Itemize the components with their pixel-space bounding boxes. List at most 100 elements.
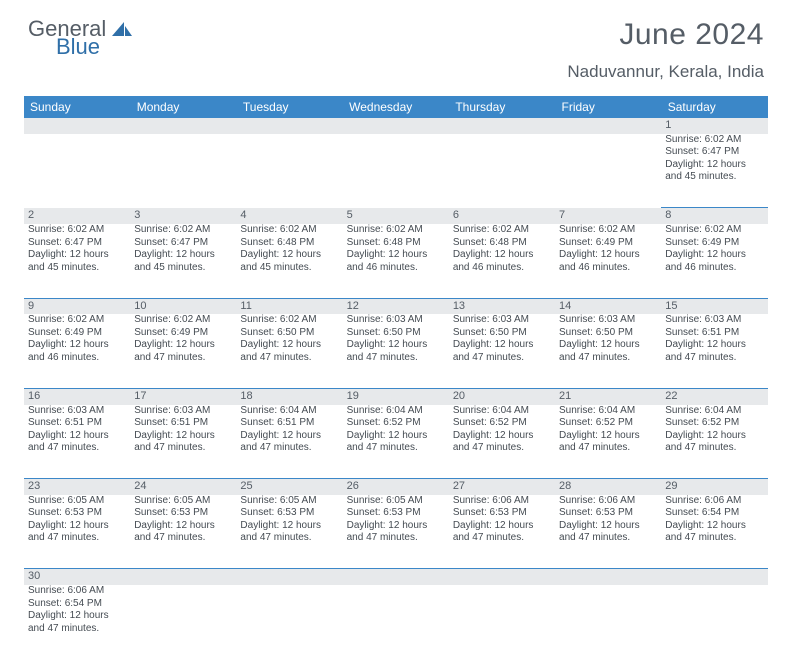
day-cell: Sunrise: 6:03 AMSunset: 6:50 PMDaylight:… — [555, 314, 661, 388]
daynum-row: 2345678 — [24, 208, 768, 224]
day-cell — [555, 585, 661, 659]
sunrise-text: Sunrise: 6:02 AM — [665, 224, 763, 237]
weekday-header: Sunday — [24, 96, 130, 118]
daylight-text: Daylight: 12 hours and 45 minutes. — [665, 159, 763, 184]
day-number — [236, 569, 342, 585]
day-cell — [236, 585, 342, 659]
daylight-text: Daylight: 12 hours and 47 minutes. — [28, 430, 126, 455]
sunrise-text: Sunrise: 6:03 AM — [559, 314, 657, 327]
sunset-text: Sunset: 6:47 PM — [665, 146, 763, 159]
day-number — [130, 118, 236, 134]
day-number: 2 — [24, 208, 130, 224]
daylight-text: Daylight: 12 hours and 46 minutes. — [665, 249, 763, 274]
sunset-text: Sunset: 6:54 PM — [28, 598, 126, 611]
sunset-text: Sunset: 6:49 PM — [134, 327, 232, 340]
week-row: Sunrise: 6:02 AMSunset: 6:49 PMDaylight:… — [24, 314, 768, 388]
daylight-text: Daylight: 12 hours and 45 minutes. — [240, 249, 338, 274]
sunset-text: Sunset: 6:52 PM — [347, 417, 445, 430]
daylight-text: Daylight: 12 hours and 47 minutes. — [559, 520, 657, 545]
daylight-text: Daylight: 12 hours and 47 minutes. — [240, 520, 338, 545]
day-number — [449, 118, 555, 134]
day-cell — [449, 134, 555, 208]
title-block: June 2024 Naduvannur, Kerala, India — [567, 18, 764, 82]
weekday-header: Wednesday — [343, 96, 449, 118]
day-number: 16 — [24, 388, 130, 404]
week-row: Sunrise: 6:05 AMSunset: 6:53 PMDaylight:… — [24, 495, 768, 569]
day-cell — [343, 134, 449, 208]
sunrise-text: Sunrise: 6:05 AM — [134, 495, 232, 508]
day-number: 7 — [555, 208, 661, 224]
day-cell: Sunrise: 6:02 AMSunset: 6:48 PMDaylight:… — [449, 224, 555, 298]
day-number: 10 — [130, 298, 236, 314]
day-cell: Sunrise: 6:04 AMSunset: 6:52 PMDaylight:… — [449, 405, 555, 479]
sunset-text: Sunset: 6:48 PM — [453, 237, 551, 250]
daylight-text: Daylight: 12 hours and 46 minutes. — [347, 249, 445, 274]
day-number: 3 — [130, 208, 236, 224]
day-number: 21 — [555, 388, 661, 404]
day-number: 12 — [343, 298, 449, 314]
sunset-text: Sunset: 6:52 PM — [559, 417, 657, 430]
sunrise-text: Sunrise: 6:02 AM — [134, 224, 232, 237]
daylight-text: Daylight: 12 hours and 47 minutes. — [28, 520, 126, 545]
sunset-text: Sunset: 6:50 PM — [347, 327, 445, 340]
weekday-header: Tuesday — [236, 96, 342, 118]
day-cell — [236, 134, 342, 208]
daylight-text: Daylight: 12 hours and 47 minutes. — [347, 520, 445, 545]
logo: General Blue — [28, 18, 134, 58]
sunset-text: Sunset: 6:51 PM — [665, 327, 763, 340]
daylight-text: Daylight: 12 hours and 47 minutes. — [134, 520, 232, 545]
daylight-text: Daylight: 12 hours and 47 minutes. — [240, 339, 338, 364]
daylight-text: Daylight: 12 hours and 47 minutes. — [453, 339, 551, 364]
sunrise-text: Sunrise: 6:05 AM — [347, 495, 445, 508]
day-number — [24, 118, 130, 134]
day-cell — [130, 134, 236, 208]
daylight-text: Daylight: 12 hours and 47 minutes. — [347, 339, 445, 364]
sunrise-text: Sunrise: 6:02 AM — [134, 314, 232, 327]
sunset-text: Sunset: 6:54 PM — [665, 507, 763, 520]
day-cell: Sunrise: 6:03 AMSunset: 6:50 PMDaylight:… — [343, 314, 449, 388]
daylight-text: Daylight: 12 hours and 47 minutes. — [28, 610, 126, 635]
sunrise-text: Sunrise: 6:03 AM — [453, 314, 551, 327]
daynum-row: 1 — [24, 118, 768, 134]
day-cell — [661, 585, 767, 659]
day-cell: Sunrise: 6:03 AMSunset: 6:50 PMDaylight:… — [449, 314, 555, 388]
day-number — [661, 569, 767, 585]
daylight-text: Daylight: 12 hours and 47 minutes. — [665, 430, 763, 455]
daylight-text: Daylight: 12 hours and 47 minutes. — [665, 339, 763, 364]
sunrise-text: Sunrise: 6:02 AM — [240, 224, 338, 237]
day-number: 1 — [661, 118, 767, 134]
daylight-text: Daylight: 12 hours and 47 minutes. — [453, 520, 551, 545]
calendar-table: Sunday Monday Tuesday Wednesday Thursday… — [24, 96, 768, 659]
day-number: 27 — [449, 479, 555, 495]
daylight-text: Daylight: 12 hours and 46 minutes. — [559, 249, 657, 274]
day-cell: Sunrise: 6:06 AMSunset: 6:53 PMDaylight:… — [555, 495, 661, 569]
day-number: 6 — [449, 208, 555, 224]
day-cell: Sunrise: 6:03 AMSunset: 6:51 PMDaylight:… — [24, 405, 130, 479]
daylight-text: Daylight: 12 hours and 47 minutes. — [559, 339, 657, 364]
weekday-header: Saturday — [661, 96, 767, 118]
day-cell: Sunrise: 6:04 AMSunset: 6:52 PMDaylight:… — [343, 405, 449, 479]
sunrise-text: Sunrise: 6:02 AM — [559, 224, 657, 237]
sunrise-text: Sunrise: 6:05 AM — [28, 495, 126, 508]
sunrise-text: Sunrise: 6:03 AM — [665, 314, 763, 327]
day-number — [130, 569, 236, 585]
sunset-text: Sunset: 6:53 PM — [28, 507, 126, 520]
sunrise-text: Sunrise: 6:02 AM — [240, 314, 338, 327]
sunrise-text: Sunrise: 6:02 AM — [665, 134, 763, 147]
weekday-header-row: Sunday Monday Tuesday Wednesday Thursday… — [24, 96, 768, 118]
weekday-header: Thursday — [449, 96, 555, 118]
day-cell: Sunrise: 6:04 AMSunset: 6:51 PMDaylight:… — [236, 405, 342, 479]
sunrise-text: Sunrise: 6:06 AM — [665, 495, 763, 508]
sunrise-text: Sunrise: 6:02 AM — [28, 224, 126, 237]
day-number: 23 — [24, 479, 130, 495]
day-cell: Sunrise: 6:02 AMSunset: 6:49 PMDaylight:… — [24, 314, 130, 388]
sunrise-text: Sunrise: 6:06 AM — [28, 585, 126, 598]
page-subtitle: Naduvannur, Kerala, India — [567, 62, 764, 82]
daynum-row: 23242526272829 — [24, 479, 768, 495]
day-number — [555, 118, 661, 134]
day-cell: Sunrise: 6:02 AMSunset: 6:47 PMDaylight:… — [661, 134, 767, 208]
sunrise-text: Sunrise: 6:04 AM — [453, 405, 551, 418]
day-cell: Sunrise: 6:06 AMSunset: 6:54 PMDaylight:… — [24, 585, 130, 659]
day-cell: Sunrise: 6:02 AMSunset: 6:48 PMDaylight:… — [236, 224, 342, 298]
sunrise-text: Sunrise: 6:02 AM — [28, 314, 126, 327]
